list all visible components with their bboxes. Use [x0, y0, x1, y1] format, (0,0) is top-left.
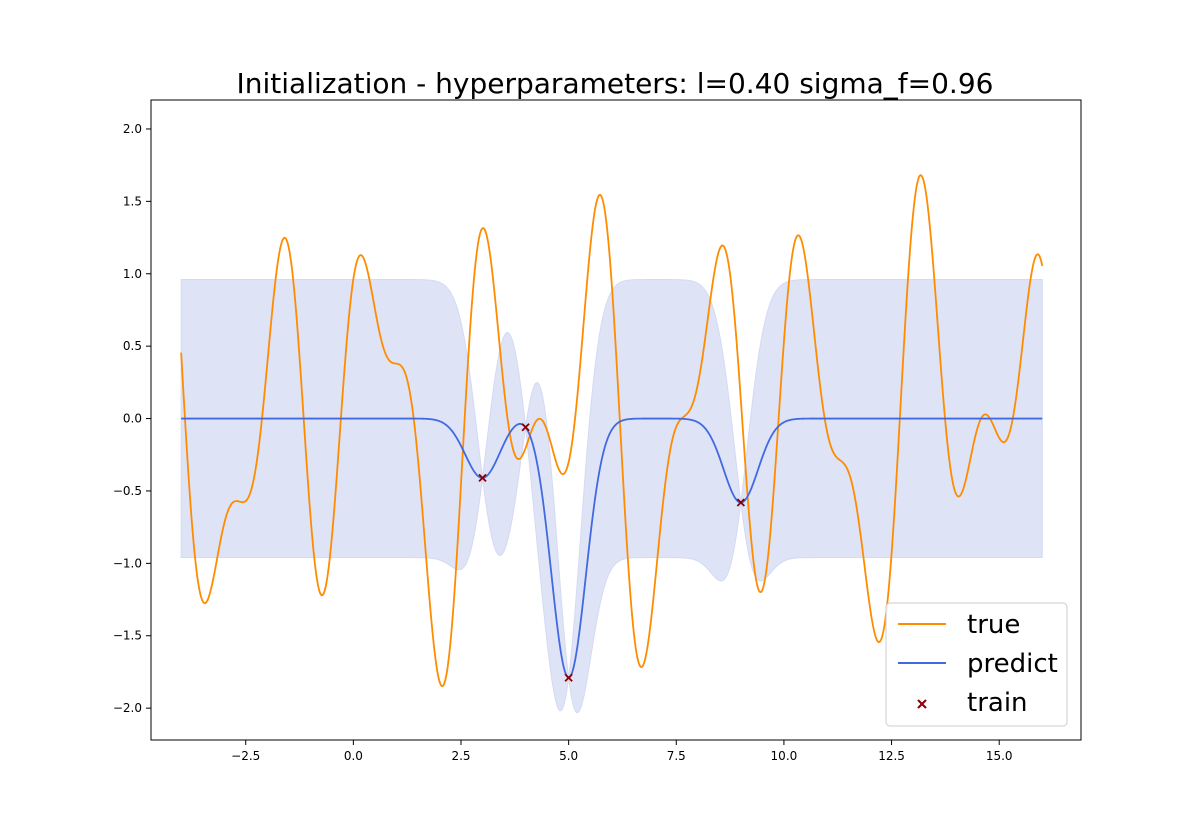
train-point	[736, 498, 745, 507]
y-tick-label: −1.0	[113, 556, 142, 570]
x-tick-label: 7.5	[667, 749, 686, 763]
train-point-stroke	[478, 473, 487, 483]
x-tick-label: 2.5	[451, 749, 470, 763]
plot-area-frame	[150, 99, 1082, 741]
train-point-stroke	[564, 673, 573, 682]
series-layer	[180, 174, 1044, 688]
y-tick-label: −0.5	[113, 484, 142, 498]
train-point-stroke	[521, 423, 530, 432]
x-tick-label: 0.0	[344, 749, 363, 763]
legend-box	[885, 602, 1068, 727]
x-tick-label: 15.0	[986, 749, 1013, 763]
train-point-stroke	[736, 498, 745, 507]
y-tick-label: 0.0	[123, 412, 142, 426]
legend-train-marker	[917, 699, 927, 709]
y-axis: −2.0 −1.5 −1.0 −0.5 0.0 0.5 1.0 1.5 2.0	[113, 122, 151, 715]
x-tick-label: −2.5	[231, 749, 260, 763]
legend: true predict train	[885, 602, 1068, 727]
x-tick-label: 5.0	[559, 749, 578, 763]
y-tick-label: −1.5	[113, 629, 142, 643]
train-point	[564, 673, 573, 682]
y-tick-label: −2.0	[113, 701, 142, 715]
legend-true-label: true	[967, 610, 1020, 640]
y-tick-label: 0.5	[123, 339, 142, 353]
y-tick-label: 1.5	[123, 194, 142, 208]
y-tick-label: 1.0	[123, 267, 142, 281]
x-axis: −2.5 0.0 2.5 5.0 7.5 10.0 12.5 15.0	[231, 740, 1013, 763]
train-point	[478, 473, 487, 483]
y-tick-label: 2.0	[123, 122, 142, 136]
train-points-layer	[478, 423, 745, 682]
legend-predict-label: predict	[967, 649, 1058, 679]
predict-line	[181, 417, 1043, 679]
train-point	[521, 423, 530, 432]
true-function-line	[180, 174, 1044, 688]
x-tick-label: 12.5	[878, 749, 905, 763]
x-tick-label: 10.0	[771, 749, 798, 763]
chart-title: Initialization - hyperparameters: l=0.40…	[237, 67, 994, 100]
legend-train-label: train	[967, 688, 1028, 718]
